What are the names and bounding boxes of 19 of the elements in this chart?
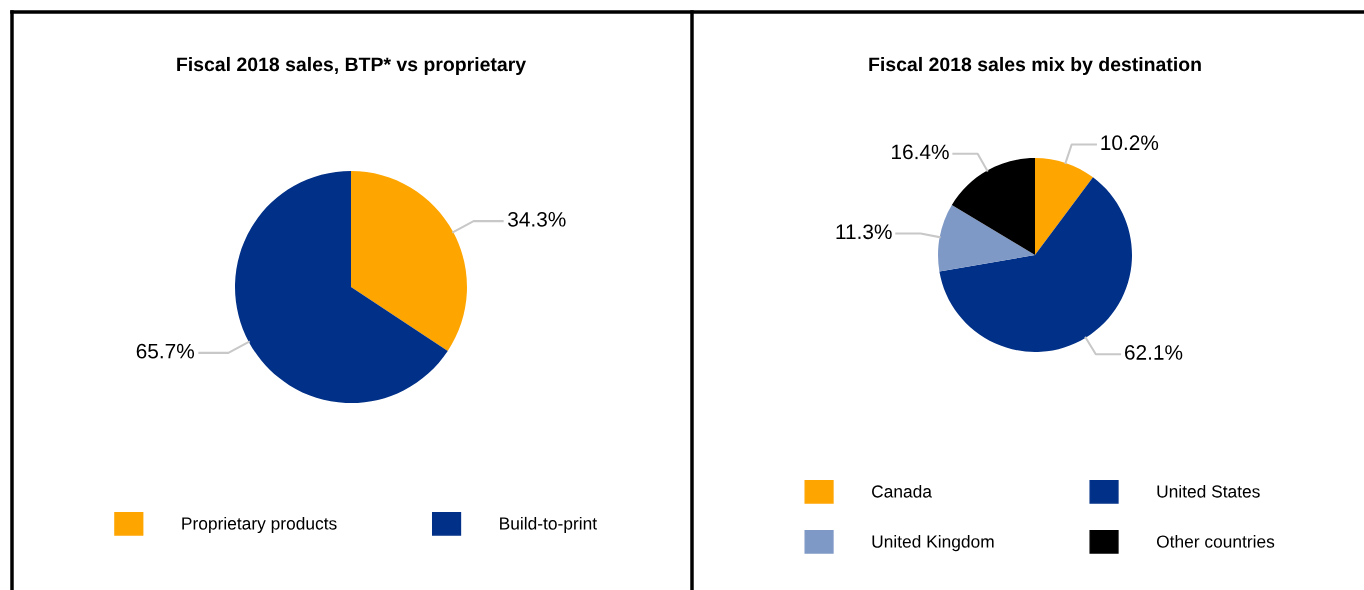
legend-label: Canada bbox=[872, 484, 932, 498]
data-label: 62.1% bbox=[1125, 345, 1183, 360]
chart-title: Fiscal 2018 sales, BTP* vs proprietary bbox=[177, 56, 526, 76]
pie-slice bbox=[938, 205, 1035, 272]
legend-label: Build-to-print bbox=[500, 516, 597, 534]
data-label: 10.2% bbox=[1101, 135, 1159, 151]
legend-label: United Kingdom bbox=[872, 534, 994, 552]
pie-slice bbox=[235, 171, 448, 403]
pie-slice bbox=[1035, 158, 1093, 255]
data-label: 16.4% bbox=[892, 144, 949, 160]
legend-label: United States bbox=[1157, 484, 1260, 498]
legend-label: Proprietary products bbox=[182, 516, 337, 534]
legend-label: Other countries bbox=[1156, 534, 1275, 548]
data-label: 34.3% bbox=[508, 211, 566, 227]
data-label: 65.7% bbox=[136, 343, 195, 359]
chart-title: Fiscal 2018 sales mix by destination bbox=[869, 56, 1201, 76]
pie-slice bbox=[951, 158, 1035, 255]
data-label: 11.3% bbox=[836, 224, 892, 240]
pie-slice bbox=[351, 171, 467, 351]
